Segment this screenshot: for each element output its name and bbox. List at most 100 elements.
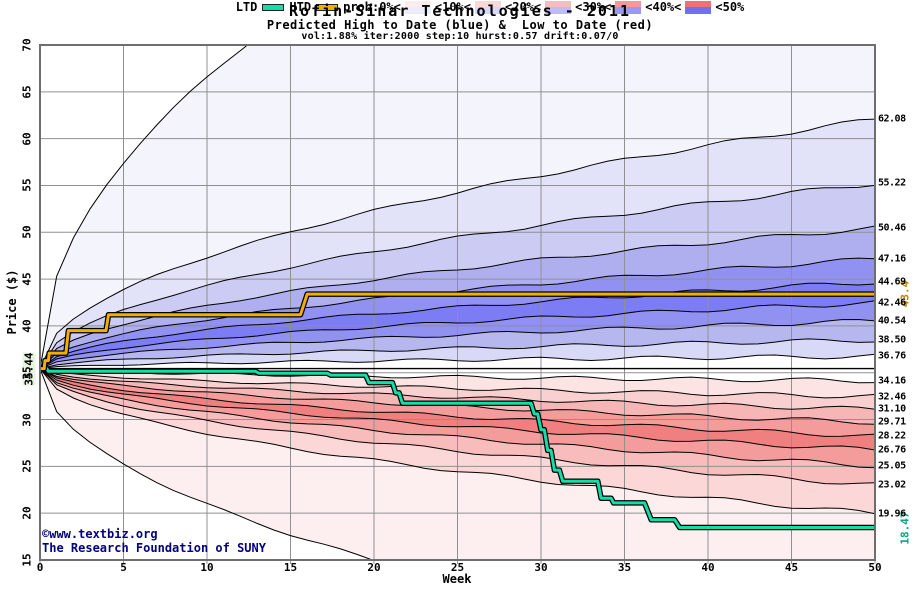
x-tick-label: 35 — [617, 561, 632, 574]
fan-endpoint-label: 36.76 — [878, 350, 906, 362]
percentile-curve — [40, 368, 875, 437]
percentile-curve — [40, 368, 374, 560]
prob-band-red-2 — [40, 368, 875, 425]
legend-htd-label: HTD — [289, 0, 312, 14]
x-tick-label: 20 — [367, 561, 381, 574]
percentile-curve — [40, 118, 875, 369]
y-tick-label: 55 — [20, 178, 34, 193]
y-tick-label: 30 — [20, 412, 34, 427]
fan-endpoint-label: 50.46 — [878, 222, 906, 234]
percentile-curve — [40, 368, 875, 410]
x-tick-label: 5 — [120, 561, 127, 574]
percentile-curve — [40, 225, 875, 369]
y-tick-label: 45 — [20, 272, 34, 286]
prob-band-blue-0 — [40, 45, 875, 369]
percentile-curve — [40, 368, 875, 451]
y-tick-label: 25 — [20, 459, 34, 473]
x-tick-label: 0 — [36, 561, 44, 574]
htd-line — [40, 292, 875, 371]
y-tick-label: 65 — [20, 85, 34, 99]
swatch-red-half — [545, 0, 572, 7]
x-axis-title: Week — [442, 572, 472, 586]
percentile-curve — [40, 353, 875, 370]
fan-endpoint-label: 47.16 — [878, 253, 906, 265]
y-tick-label: 50 — [20, 225, 34, 239]
chart-subtitle: Predicted High to Date (blue) & Low to D… — [266, 18, 654, 32]
percentile-curves — [40, 45, 875, 560]
fan-endpoint-label: 26.76 — [878, 444, 906, 456]
fan-endpoint-label: 38.50 — [878, 334, 906, 346]
prob-band-red-4 — [40, 368, 875, 450]
prob-legend-label: <40%< — [645, 0, 682, 14]
y-tick-label: 20 — [20, 506, 34, 520]
percentile-curve — [40, 45, 249, 369]
x-tick-label: 10 — [200, 561, 214, 574]
fan-endpoint-label: 29.71 — [878, 416, 906, 428]
fan-endpoint-label: 34.16 — [878, 375, 906, 387]
y-tick-label: 40 — [20, 319, 34, 333]
prob-legend-swatch — [475, 0, 501, 14]
ltd-line-swatch — [262, 3, 285, 11]
legend: LTD HTD prob:0%< <10%< <20%< <30%< <40%< <50% — [0, 0, 920, 14]
prob-legend-label: <20%< — [505, 0, 542, 14]
swatch-red-half — [475, 0, 501, 7]
chart-title: Rofin-Sinar Technologies - 2011 — [289, 2, 631, 20]
prob-band-red-6 — [40, 368, 875, 484]
prob-band-blue-1 — [40, 119, 875, 369]
fan-endpoint-label: 55.22 — [878, 177, 906, 189]
prob-legend-label: <10%< — [434, 0, 471, 14]
legend-ltd-label: LTD — [235, 0, 258, 14]
fan-endpoint-label: 42.46 — [878, 297, 906, 309]
percentile-curve — [40, 318, 875, 370]
y-tick-label: 70 — [20, 38, 34, 52]
swatch-blue-half — [475, 7, 501, 14]
ltd-line — [40, 367, 875, 529]
x-tick-label: 15 — [283, 561, 298, 574]
percentile-curve — [40, 282, 875, 370]
fan-endpoint-label: 40.54 — [878, 315, 906, 327]
fan-endpoint-label: 62.08 — [878, 113, 906, 125]
x-tick-label: 50 — [868, 561, 882, 574]
prob-legend-swatch — [545, 0, 572, 14]
percentile-curve — [40, 300, 875, 370]
fan-endpoint-label: 44.69 — [878, 276, 906, 288]
percentile-curve — [40, 368, 875, 399]
x-tick-label: 25 — [450, 561, 465, 574]
y-axis-title: Price ($) — [5, 269, 19, 335]
prob-band-red-8 — [40, 368, 875, 560]
swatch-blue-half — [615, 7, 642, 14]
htd-line-swatch — [316, 3, 339, 11]
fan-endpoint-label: 19.96 — [878, 508, 906, 520]
swatch-blue-half — [404, 7, 431, 14]
prob-band-red-1 — [40, 368, 875, 410]
x-tick-label: 30 — [534, 561, 548, 574]
percentile-curve — [40, 368, 875, 515]
fan-endpoint-label: 28.22 — [878, 430, 906, 442]
swatch-blue-half — [545, 7, 572, 14]
fan-endpoint-label: 31.10 — [878, 403, 906, 415]
x-tick-label: 40 — [701, 561, 715, 574]
prob-legend-label: <30%< — [575, 0, 612, 14]
prob-band-blue-2 — [40, 185, 875, 369]
x-tick-label: 45 — [784, 561, 799, 574]
swatch-red-half — [404, 0, 431, 7]
prob-legend-swatch — [615, 0, 642, 14]
probability-legend: prob:0%< <10%< <20%< <30%< <40%< <50% — [343, 0, 744, 14]
prob-band-blue-3 — [40, 226, 875, 369]
chart-parameters: vol:1.88% iter:2000 step:10 hurst:0.57 d… — [301, 31, 619, 42]
prob-band-red-7 — [40, 368, 875, 514]
prob-legend-swatch — [404, 0, 431, 14]
fan-endpoint-label: 25.05 — [878, 460, 906, 472]
prob-band-red-5 — [40, 368, 875, 468]
fan-endpoint-label: 32.46 — [878, 391, 906, 402]
y-tick-label: 60 — [20, 132, 34, 146]
prob-legend-swatch — [685, 0, 712, 14]
prob-legend-label: <50% — [715, 0, 745, 14]
swatch-blue-half — [685, 7, 712, 14]
percentile-curve — [40, 368, 875, 384]
prob-band-blue-4 — [40, 258, 875, 369]
percentile-curve — [40, 184, 875, 369]
swatch-red-half — [615, 0, 642, 7]
fan-endpoint-label: 23.02 — [878, 479, 906, 491]
